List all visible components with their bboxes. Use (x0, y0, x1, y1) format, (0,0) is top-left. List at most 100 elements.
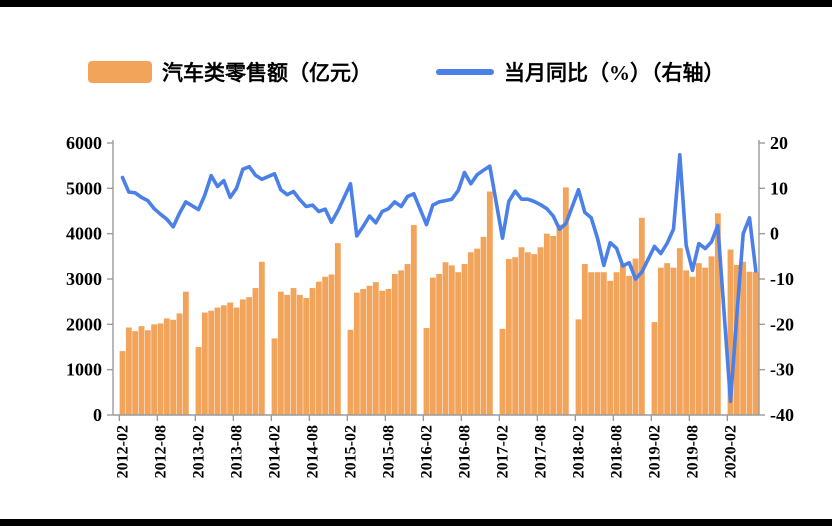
retail-bar (239, 299, 246, 415)
right-tick-label: 10 (770, 178, 788, 198)
left-tick-label: 6000 (66, 133, 102, 153)
retail-bar (246, 297, 253, 415)
retail-bar (322, 276, 329, 415)
retail-bar (410, 225, 417, 415)
chart-legend: 汽车类零售额（亿元） 当月同比（%）（右轴） (88, 57, 748, 87)
retail-bar (632, 258, 639, 415)
retail-bar (556, 224, 563, 415)
bar-series-swatch (88, 61, 152, 83)
retail-bar (638, 217, 645, 415)
line-series-label: 当月同比（%）（右轴） (504, 61, 725, 85)
legend-item-line-series: 当月同比（%）（右轴） (436, 57, 725, 87)
x-tick-label: 2013-08 (229, 425, 246, 478)
retail-bar (613, 272, 620, 415)
retail-bar (144, 330, 151, 415)
x-tick-label: 2015-02 (343, 425, 360, 478)
retail-bar (455, 272, 462, 415)
left-tick-label: 4000 (66, 224, 102, 244)
x-tick-label: 2014-02 (267, 425, 284, 478)
x-tick-label: 2019-08 (685, 425, 702, 478)
retail-bar (195, 347, 202, 415)
bar-series-label: 汽车类零售额（亿元） (162, 61, 372, 85)
retail-bar (594, 272, 601, 415)
retail-bar (423, 327, 430, 415)
retail-bar (436, 274, 443, 415)
right-tick-label: -20 (770, 314, 794, 334)
retail-bar (398, 270, 405, 415)
x-tick-label: 2017-08 (533, 425, 550, 478)
x-tick-label: 2012-02 (115, 425, 132, 478)
x-tick-label: 2014-08 (305, 425, 322, 478)
retail-bar (385, 288, 392, 415)
retail-bar (695, 263, 702, 415)
retail-bar (353, 292, 360, 415)
x-tick-label: 2015-08 (381, 425, 398, 478)
x-tick-label: 2018-08 (609, 425, 626, 478)
retail-bar (366, 285, 373, 415)
retail-bar (157, 323, 164, 415)
retail-bar (550, 235, 557, 415)
right-tick-label: -30 (770, 360, 794, 380)
retail-bar (651, 322, 658, 415)
retail-bar (163, 318, 170, 415)
retail-bar (170, 319, 177, 415)
x-tick-label: 2016-02 (419, 425, 436, 478)
retail-bar (619, 264, 626, 415)
retail-bar (752, 271, 759, 415)
retail-bar (258, 261, 265, 415)
retail-bar (562, 187, 569, 415)
retail-bar (372, 282, 379, 415)
retail-bar (334, 243, 341, 415)
retail-bar (505, 259, 512, 415)
retail-bar (683, 270, 690, 415)
left-tick-label: 2000 (66, 314, 102, 334)
right-tick-label: -40 (770, 405, 794, 425)
retail-bar (474, 248, 481, 415)
retail-bar (138, 326, 145, 415)
left-tick-label: 5000 (66, 178, 102, 198)
right-tick-label: 0 (770, 224, 779, 244)
line-series-swatch (436, 69, 494, 75)
retail-bar (626, 275, 633, 415)
retail-bar (429, 277, 436, 415)
top-rule (0, 0, 832, 7)
retail-bar (284, 294, 291, 415)
retail-bar (208, 310, 215, 415)
x-tick-label: 2020-02 (723, 425, 740, 478)
retail-bar (499, 328, 506, 415)
retail-bar (290, 288, 297, 415)
retail-bar (727, 249, 734, 415)
retail-bar (657, 267, 664, 415)
x-tick-label: 2016-08 (457, 425, 474, 478)
retail-bar (176, 313, 183, 415)
retail-bar (740, 261, 747, 415)
retail-bar (328, 274, 335, 415)
retail-bar (733, 264, 740, 415)
left-tick-label: 3000 (66, 269, 102, 289)
retail-bar (537, 247, 544, 415)
right-tick-label: 20 (770, 133, 788, 153)
retail-bar (467, 252, 474, 415)
retail-bar (676, 248, 683, 415)
retail-bar (227, 302, 234, 415)
retail-bar (347, 329, 354, 415)
retail-bar (182, 291, 189, 415)
x-tick-label: 2012-08 (153, 425, 170, 478)
retail-bar (702, 267, 709, 415)
retail-bar (379, 290, 386, 415)
bottom-rule (0, 519, 832, 526)
retail-bar (575, 319, 582, 415)
retail-bar (486, 191, 493, 415)
retail-bar (315, 281, 322, 415)
left-tick-label: 1000 (66, 360, 102, 380)
retail-bar (448, 265, 455, 415)
retail-bar (303, 298, 310, 415)
retail-bar (607, 280, 614, 415)
retail-bar (581, 264, 588, 415)
legend-item-bar-series: 汽车类零售额（亿元） (88, 57, 372, 87)
x-tick-label: 2013-02 (191, 425, 208, 478)
retail-bar (125, 327, 132, 415)
retail-bar (588, 272, 595, 415)
retail-bar (220, 305, 227, 415)
